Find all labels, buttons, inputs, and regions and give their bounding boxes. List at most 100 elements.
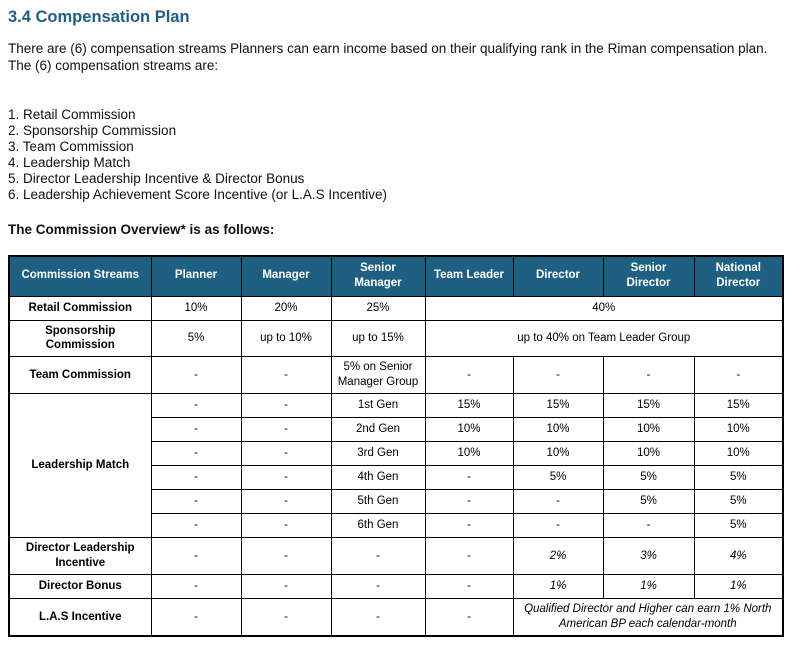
column-header: Director <box>512 255 604 297</box>
table-cell: - <box>150 441 242 467</box>
table-row: Leadership Match - -1st Gen 15% 15% 15% 15% <box>8 393 784 539</box>
table-cell: 10% <box>150 295 242 321</box>
table-cell: 20% <box>240 295 332 321</box>
table-cell: 4% <box>693 537 784 576</box>
table-cell: - <box>240 356 332 395</box>
table-cell: - <box>424 574 514 600</box>
table-cell: - <box>150 537 242 576</box>
table-cell: - <box>240 537 332 576</box>
table-cell: 5th Gen <box>330 489 426 515</box>
table-cell: 5% <box>512 465 604 491</box>
table-cell: 15% <box>602 393 695 419</box>
column-header: Team Leader <box>424 255 514 297</box>
table-cell: - <box>240 513 332 539</box>
table-cell: 2nd Gen <box>330 417 426 443</box>
table-cell: 15% <box>693 393 784 419</box>
table-cell: 4th Gen <box>330 465 426 491</box>
table-row: Retail Commission 10% 20% 25% 40% <box>8 295 784 321</box>
table-cell: 5% <box>693 489 784 515</box>
table-cell: - <box>150 489 242 515</box>
list-item: 4. Leadership Match <box>8 155 131 170</box>
commission-overview-table: Commission Streams Planner Manager Senior M… <box>8 255 784 637</box>
table-cell: - <box>424 537 514 576</box>
row-label-cell: Director Leadership Incentive <box>8 537 152 576</box>
table-cell: - <box>424 356 514 395</box>
list-item: 5. Director Leadership Incentive & Direc… <box>8 171 305 186</box>
table-cell: 15% <box>512 393 604 419</box>
table-cell: 5% <box>150 319 242 358</box>
table-cell: - <box>424 489 514 515</box>
table-cell: - <box>424 513 514 539</box>
table-cell: 6th Gen <box>330 513 426 539</box>
table-cell: - <box>150 465 242 491</box>
table-row: L.A.S Incentive - - - - Qualified Director an… <box>8 598 784 637</box>
table-cell: 5% <box>602 465 695 491</box>
table-cell: - <box>602 356 695 395</box>
column-header: Senior Director <box>602 255 695 297</box>
page-title: 3.4 Compensation Plan <box>8 8 190 26</box>
table-cell: up to 15% <box>330 319 426 358</box>
table-row: Commission Streams Planner Manager Senior M… <box>8 255 784 297</box>
row-label-cell: L.A.S Incentive <box>8 598 152 637</box>
table-cell: 3% <box>602 537 695 576</box>
table-cell: - <box>424 465 514 491</box>
table-cell: 1st Gen <box>330 393 426 419</box>
intro-paragraph: There are (6) compensation streams Plann… <box>8 41 768 73</box>
column-header: Manager <box>240 255 332 297</box>
row-label-cell: Leadership Match <box>8 393 152 539</box>
table-cell: 5% <box>602 489 695 515</box>
row-label-cell: Sponsorship Commission <box>8 319 152 358</box>
table-cell: - <box>240 441 332 467</box>
list-item: 1. Retail Commission <box>8 107 136 122</box>
table-body: Retail Commission 10% 20% 25% 40% Sponsorship… <box>8 295 784 637</box>
table-cell: - <box>150 393 242 419</box>
row-label-cell: Retail Commission <box>8 295 152 321</box>
row-label-cell: Team Commission <box>8 356 152 395</box>
table-cell: - <box>330 574 426 600</box>
table-cell: 40% <box>424 295 784 321</box>
table-cell: - <box>150 356 242 395</box>
table-row: Director Leadership Incentive - - - -2% 3% 4% <box>8 537 784 576</box>
table-cell: 1% <box>512 574 604 600</box>
compensation-stream-list: 1. Retail Commission 2. Sponsorship Comm… <box>8 107 782 203</box>
table-cell: - <box>424 598 514 637</box>
table-cell: up to 10% <box>240 319 332 358</box>
table-cell: - <box>240 465 332 491</box>
table-cell: - <box>602 513 695 539</box>
table-cell: 1% <box>602 574 695 600</box>
table-cell: 10% <box>512 417 604 443</box>
table-row: - -5th Gen - -5% 5% <box>9 489 784 515</box>
table-cell: Qualified Director and Higher can earn 1… <box>512 598 784 637</box>
table-cell: - <box>240 417 332 443</box>
table-row: - -6th Gen - - -5% <box>9 513 784 539</box>
table-row: Team Commission - -5% on Senior Manager Gr… <box>8 356 784 395</box>
table-cell: up to 40% on Team Leader Group <box>424 319 784 358</box>
table-cell: 10% <box>693 417 784 443</box>
column-header: National Director <box>693 255 784 297</box>
table-cell: - <box>150 513 242 539</box>
table-cell: 10% <box>693 441 784 467</box>
table-cell: - <box>150 574 242 600</box>
overview-lead-in: The Commission Overview* is as follows: <box>8 222 275 237</box>
table-cell: - <box>330 598 426 637</box>
list-item: 3. Team Commission <box>8 139 134 154</box>
list-item: 2. Sponsorship Commission <box>8 123 177 138</box>
table-cell: 10% <box>602 417 695 443</box>
table-row: Sponsorship Commission 5% up to 10% up to 1… <box>8 319 784 358</box>
table-cell: 5% <box>693 465 784 491</box>
table-cell: - <box>240 489 332 515</box>
table-cell: 3rd Gen <box>330 441 426 467</box>
table-header-row: Commission Streams Planner Manager Senior M… <box>8 255 784 297</box>
table-cell: 25% <box>330 295 426 321</box>
table-cell: 10% <box>424 417 514 443</box>
table-cell: - <box>512 513 604 539</box>
table-cell: 10% <box>602 441 695 467</box>
table-cell: - <box>150 417 242 443</box>
row-label-cell: Director Bonus <box>8 574 152 600</box>
table-cell: 10% <box>512 441 604 467</box>
table-cell: - <box>240 574 332 600</box>
table-cell: 5% <box>693 513 784 539</box>
table-cell: 2% <box>512 537 604 576</box>
table-row: - -2nd Gen 10% 10% 10% 10% <box>9 417 784 443</box>
table-cell: - <box>240 598 332 637</box>
